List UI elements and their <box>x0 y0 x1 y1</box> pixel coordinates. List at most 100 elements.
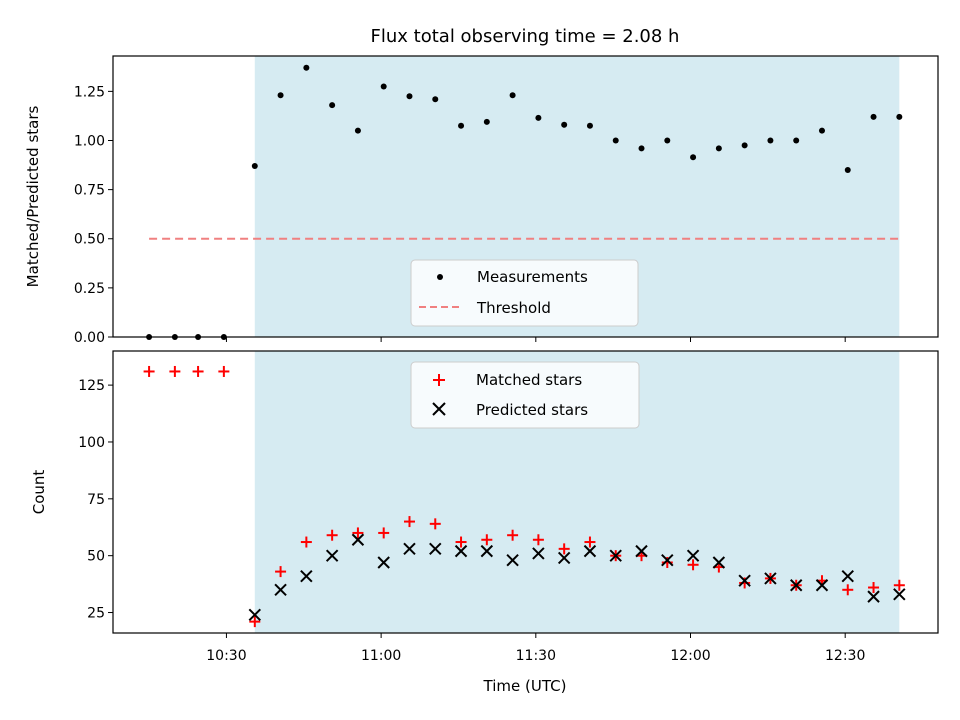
predicted-stars-point-b <box>429 542 442 556</box>
bottom-x-ticks: 10:30 11:00 11:30 12:00 12:30 <box>206 633 865 664</box>
x-tick-label: 10:30 <box>206 648 246 664</box>
bottom-y-axis-label: Count <box>30 470 48 515</box>
measurement-point <box>690 154 697 161</box>
bottom-panel: 25 50 75 100 125 10:30 11:00 11:30 12:00 12:30 C… <box>30 350 939 695</box>
matched-stars-point <box>300 536 312 548</box>
matched-stars-point <box>169 365 181 377</box>
x-tick-label: 12:30 <box>825 648 865 664</box>
predicted-stars-point-b <box>661 554 674 567</box>
matched-stars-point <box>507 529 519 541</box>
measurement-point <box>380 83 387 90</box>
legend-predicted-label: Predicted stars <box>476 401 588 419</box>
top-y-tick-label: 1.00 <box>74 133 105 149</box>
predicted-stars-point-b <box>841 569 854 583</box>
predicted-stars-point <box>506 554 519 567</box>
predicted-stars-point-b <box>712 556 726 569</box>
matched-stars-point <box>143 365 155 377</box>
predicted-stars-point-b <box>454 544 468 558</box>
predicted-stars-point-b <box>557 551 571 565</box>
predicted-stars-point-b <box>300 569 313 583</box>
measurement-point <box>535 114 542 121</box>
measurement-point <box>458 122 465 129</box>
matched-stars-point <box>532 534 544 546</box>
top-x-ticks <box>225 337 846 342</box>
bottom-y-tick-label: 100 <box>78 435 105 451</box>
legend-predicted-marker <box>432 402 446 416</box>
top-panel: 0.00 0.25 0.50 0.75 1.00 1.25 Matched/Predict… <box>24 55 939 346</box>
predicted-stars-point <box>300 569 313 583</box>
measurement-point <box>586 122 593 129</box>
measurement-point <box>303 64 310 71</box>
predicted-stars-points <box>248 533 906 622</box>
matched-stars-point <box>893 579 905 591</box>
predicted-stars-point <box>764 572 777 585</box>
top-legend-box <box>410 259 639 327</box>
predicted-stars-point <box>635 544 648 558</box>
measurement-point <box>509 92 516 99</box>
predicted-stars-point <box>583 544 597 558</box>
predicted-stars-point-b <box>351 533 365 546</box>
bottom-plot-frame <box>112 350 939 634</box>
measurement-point <box>432 96 439 103</box>
predicted-stars-point-b <box>789 579 803 592</box>
predicted-stars-point-b <box>480 544 494 558</box>
measurement-point <box>612 137 619 144</box>
top-y-ticks: 0.00 0.25 0.50 0.75 1.00 1.25 <box>74 84 113 346</box>
measurement-point <box>818 127 825 134</box>
predicted-stars-point-b <box>893 588 906 601</box>
top-y-tick-label: 0.75 <box>74 183 105 199</box>
legend-measurements-label: Measurements <box>477 268 588 286</box>
predicted-stars-point-b <box>686 549 700 562</box>
bottom-y-ticks: 25 50 75 100 125 <box>78 378 113 622</box>
predicted-stars-point <box>403 542 416 556</box>
matched-stars-point <box>378 527 390 539</box>
predicted-stars-point-b <box>506 554 519 567</box>
predicted-stars-point <box>661 554 674 567</box>
bottom-y-tick-label: 125 <box>78 378 105 394</box>
predicted-stars-point <box>377 556 390 569</box>
matched-stars-point <box>218 365 230 377</box>
predicted-stars-point <box>789 579 803 592</box>
x-axis-label: Time (UTC) <box>483 677 567 695</box>
top-y-tick-label: 0.00 <box>74 330 105 346</box>
measurement-point <box>406 93 413 100</box>
predicted-stars-point-b <box>609 549 622 562</box>
measurements-points <box>146 64 903 340</box>
predicted-stars-point-b <box>815 579 829 592</box>
top-plot-frame <box>112 55 939 338</box>
predicted-stars-point <box>557 551 571 565</box>
top-y-tick-label: 0.25 <box>74 281 105 297</box>
bottom-legend-box <box>410 361 640 429</box>
matched-stars-point <box>326 529 338 541</box>
measurement-point <box>561 121 568 128</box>
top-legend: Measurements Threshold <box>410 259 639 327</box>
predicted-stars-point <box>248 608 262 622</box>
measurement-point <box>715 145 722 152</box>
predicted-stars-point-b <box>377 556 390 569</box>
bottom-legend: Matched stars Predicted stars <box>410 361 640 429</box>
predicted-stars-point <box>738 574 751 587</box>
legend-matched-label: Matched stars <box>476 371 582 389</box>
predicted-stars-point <box>712 556 726 569</box>
predicted-stars-point-b <box>764 572 777 585</box>
measurement-point <box>767 137 774 144</box>
matched-stars-point <box>429 518 441 530</box>
bottom-y-tick-label: 25 <box>87 606 105 622</box>
predicted-stars-point <box>686 549 700 562</box>
predicted-stars-point-b <box>325 549 339 562</box>
predicted-stars-point <box>454 544 468 558</box>
predicted-stars-point-b <box>248 608 262 622</box>
predicted-stars-point <box>351 533 365 546</box>
matched-stars-point <box>558 543 570 555</box>
bottom-y-tick-label: 50 <box>87 549 105 565</box>
predicted-stars-point-b <box>635 544 648 558</box>
measurement-point <box>354 127 361 134</box>
measurement-point <box>251 163 258 170</box>
measurement-point <box>638 145 645 152</box>
predicted-stars-point <box>325 549 339 562</box>
matched-stars-point <box>687 559 699 571</box>
predicted-stars-point-b <box>532 547 545 560</box>
legend-measurements-marker <box>437 274 443 280</box>
bottom-y-tick-label: 75 <box>87 492 105 508</box>
